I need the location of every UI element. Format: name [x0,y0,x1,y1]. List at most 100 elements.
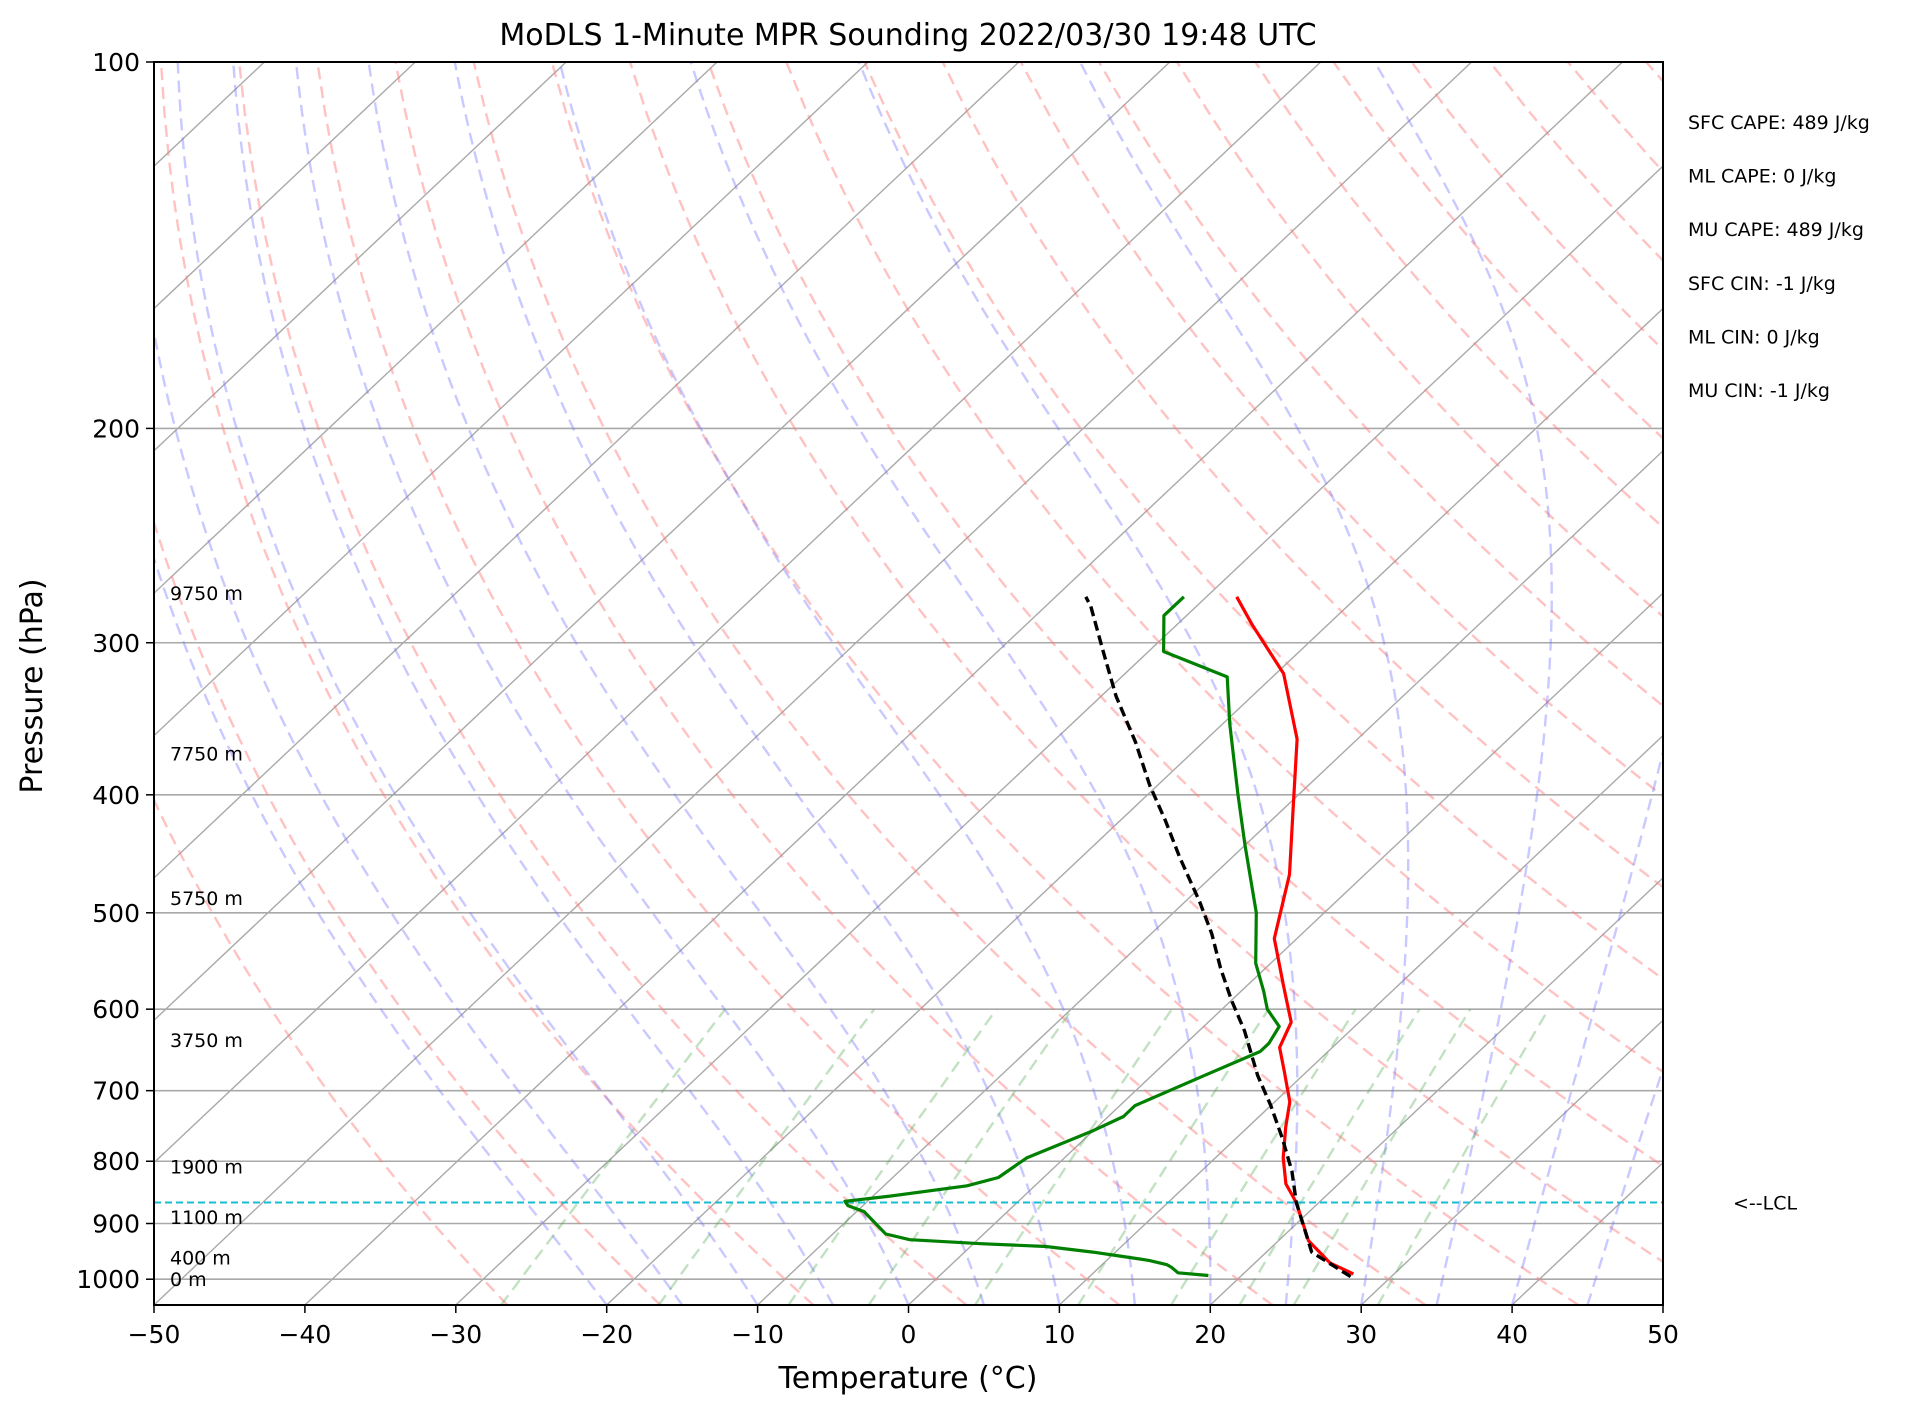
isotherm [1511,1161,1663,1305]
dry-adiabat [1254,62,1663,529]
mixing-ratio-line [867,1008,1073,1305]
isotherm [1058,734,1663,1305]
y-tick-label: 100 [92,48,140,77]
moist-adiabat [558,62,1136,1305]
dewpoint-line [843,595,1281,1278]
x-axis-ticks: −50 −40 −30 −20 −10 0 10 20 30 40 50 [128,1305,1679,1349]
moist-adiabat [367,62,986,1305]
isotherm [757,449,1663,1305]
stat-line: ML CIN: 0 J/kg [1688,326,1820,348]
y-tick-label: 500 [92,899,140,928]
isotherm [455,165,1663,1305]
isotherm [154,62,416,310]
dry-adiabat [472,62,1427,1305]
x-tick-label: −40 [279,1320,332,1349]
y-tick-label: 900 [92,1210,140,1239]
y-tick-label: 300 [92,629,140,658]
x-tick-label: 50 [1647,1320,1679,1349]
x-tick-label: −10 [731,1320,784,1349]
stat-line: SFC CAPE: 489 J/kg [1688,112,1870,134]
stat-line: MU CIN: -1 J/kg [1688,380,1830,402]
moist-adiabat [232,62,835,1305]
dry-adiabat [238,62,968,1305]
dry-adiabat [154,797,509,1305]
isotherm [1662,1304,1663,1305]
parcel-line [1084,596,1352,1279]
y-tick-label: 600 [92,995,140,1024]
dry-adiabat [1019,62,1663,798]
background-lines [154,62,1911,1305]
isotherm [1209,876,1663,1305]
moist-adiabat [154,554,608,1305]
height-label: 1900 m [170,1157,243,1179]
dry-adiabat [1410,62,1663,352]
y-axis-ticks: 100 200 300 400 500 600 700 800 900 1000 [76,48,154,1294]
height-label: 7750 m [170,744,243,766]
moist-adiabat [857,62,1299,1305]
y-tick-label: 1000 [76,1265,140,1294]
x-tick-label: 40 [1496,1320,1528,1349]
x-tick-label: −50 [128,1320,181,1349]
dry-adiabat [1645,62,1663,83]
mixing-ratio-line [974,1008,1173,1305]
dry-adiabat [154,518,662,1305]
isotherm [154,62,1171,1022]
isotherm [154,62,869,737]
dry-adiabat [707,62,1663,1168]
y-axis-label: Pressure (hPa) [15,578,50,793]
isotherm [606,307,1663,1305]
x-tick-label: 10 [1043,1320,1075,1349]
mixing-ratio-line [787,1008,998,1305]
isotherm [1360,1019,1663,1305]
dry-adiabat [628,62,1663,1264]
isotherm [154,62,718,595]
dry-adiabat [1802,62,1911,1305]
isotherm [154,62,1322,1164]
dry-adiabat [1488,62,1663,263]
sounding-traces [843,595,1355,1279]
moist-adiabat [1661,1301,1663,1305]
height-labels: 9750 m 7750 m 5750 m 3750 m 1900 m 1100 m 400 … [170,583,243,1291]
x-tick-label: 20 [1194,1320,1226,1349]
moist-adiabat [689,62,1212,1305]
height-label: 0 m [170,1269,207,1291]
x-tick-label: 30 [1345,1320,1377,1349]
moist-adiabat [453,62,1061,1305]
mixing-ratio-line [1077,1008,1270,1305]
dry-adiabat [1566,62,1663,174]
isotherm [154,62,567,452]
stat-line: SFC CIN: -1 J/kg [1688,273,1836,295]
x-tick-label: 0 [901,1320,917,1349]
lcl-label: <--LCL [1733,1193,1797,1215]
dry-adiabat [394,62,1274,1305]
moist-adiabat [1373,62,1553,1305]
x-tick-label: −20 [580,1320,633,1349]
isotherm [154,62,1473,1305]
y-tick-label: 700 [92,1077,140,1106]
stat-line: ML CAPE: 0 J/kg [1688,166,1836,188]
dry-adiabat [1724,62,1911,1305]
moist-adiabat [154,326,684,1305]
dry-adiabat [1097,62,1663,708]
moist-adiabat [176,62,759,1305]
moist-adiabat [294,62,910,1305]
moist-adiabat [1510,747,1663,1305]
isotherm [154,62,1020,879]
plot-frame [153,61,1664,1306]
moist-adiabat [1586,1064,1663,1305]
dry-adiabat [1332,62,1663,440]
dry-adiabat [550,62,1580,1305]
height-label: 1100 m [170,1207,243,1229]
mixing-ratio-line [1238,1008,1421,1305]
x-axis-label: Temperature (°C) [778,1361,1038,1396]
height-label: 400 m [170,1248,231,1270]
dry-adiabat [316,62,1121,1305]
stats-panel: SFC CAPE: 489 J/kg ML CAPE: 0 J/kg MU CAPE… [1688,112,1870,402]
stat-line: MU CAPE: 489 J/kg [1688,219,1864,241]
y-tick-label: 800 [92,1147,140,1176]
height-label: 9750 m [170,583,243,605]
mixing-ratio-line [1376,1008,1550,1305]
x-tick-label: −30 [429,1320,482,1349]
y-tick-label: 200 [92,414,140,443]
